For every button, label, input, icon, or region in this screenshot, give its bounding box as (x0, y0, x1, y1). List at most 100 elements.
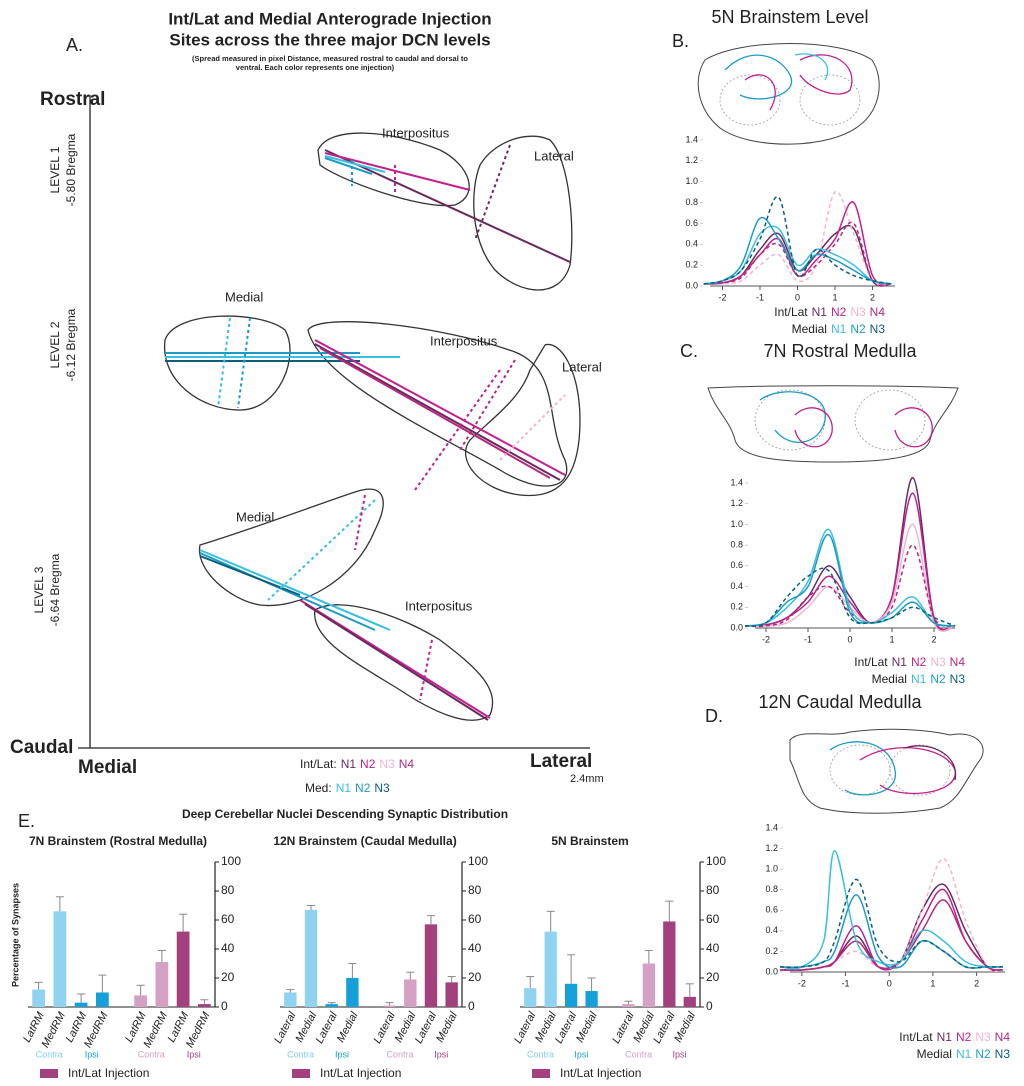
legend-item: N1 (892, 655, 908, 669)
bar (346, 978, 359, 1007)
legend-item: N1 (336, 781, 352, 795)
y-tick-label: 0.8 (685, 197, 698, 207)
y-tick-label: 100 (706, 854, 726, 868)
nucleus-label: Interpositus (430, 333, 498, 348)
spread-line (419, 639, 433, 701)
density-line (779, 878, 1003, 969)
y-tick-label: 0 (221, 999, 228, 1013)
level-name: LEVEL 3 (32, 566, 46, 613)
x-tick-label: Medial (672, 1010, 698, 1045)
panel-a-subtitle: (Spread measured in pixel Distance, meas… (192, 54, 468, 63)
x-tick-label: 2 (974, 978, 979, 988)
y-tick-label: 1.0 (765, 864, 778, 874)
level-name: LEVEL 1 (48, 146, 62, 193)
legend-item: N3 (870, 322, 886, 336)
nucleus-label: Medial (236, 509, 274, 524)
y-tick-label: 1.2 (730, 498, 743, 508)
legend-title: Int/Lat (854, 655, 888, 669)
spread-line (324, 157, 373, 175)
y-tick-label: 80 (706, 883, 720, 897)
legend-item: N2 (956, 1030, 972, 1044)
legend: Int/Lat: N1 N2 N3 N4 (300, 757, 414, 771)
spread-line (354, 494, 366, 551)
group-label: Contra (527, 1049, 554, 1059)
group-label: Contra (138, 1049, 165, 1059)
y-tick-label: 1.4 (730, 477, 743, 487)
bar (198, 1004, 211, 1007)
legend-title: Int/Lat (899, 1030, 933, 1044)
legend-swatch (292, 1069, 310, 1078)
bar (445, 982, 458, 1007)
legend-item: N3 (995, 1047, 1011, 1061)
density-line (744, 492, 956, 631)
x-tick-label: 1 (930, 978, 935, 988)
spread-line (199, 552, 376, 631)
legend-title: Medial (792, 322, 827, 336)
outline (314, 604, 494, 721)
density-line (779, 858, 1003, 973)
spread-line (199, 549, 391, 631)
bar (622, 1004, 635, 1007)
scale-label: 2.4mm (570, 773, 604, 785)
x-tick-label: -2 (798, 978, 806, 988)
y-tick-label: 60 (221, 912, 235, 926)
legend-item: N2 (850, 322, 866, 336)
legend-label: Int/Lat Injection (320, 1066, 401, 1080)
y-tick-label: 40 (706, 941, 720, 955)
bar (32, 989, 45, 1007)
density-line (703, 191, 892, 287)
nucleus-outlines (164, 132, 581, 721)
bar (53, 911, 67, 1007)
axis-label: Caudal (10, 737, 73, 758)
legend-title: Int/Lat: (300, 757, 337, 771)
outline (464, 343, 581, 497)
spread-line (299, 599, 491, 719)
y-tick-label: 0.8 (730, 540, 743, 550)
legend-item: N2 (355, 781, 371, 795)
y-tick-label: 100 (468, 854, 488, 868)
x-tick-label: -2 (718, 292, 726, 302)
chart-title: 7N Brainstem (Rostral Medulla) (29, 834, 207, 848)
y-tick-label: 60 (468, 912, 482, 926)
density-line (744, 534, 956, 627)
panel-e-title: Deep Cerebellar Nuclei Descending Synapt… (182, 807, 508, 821)
legend-label: Int/Lat Injection (68, 1066, 149, 1080)
legend: Int/Lat N1 N2 N3 N4 (899, 1030, 1010, 1044)
y-tick-label: 0.6 (765, 905, 778, 915)
outline (164, 315, 291, 411)
bar (642, 963, 655, 1007)
legend-title: Medial (917, 1047, 952, 1061)
legend-item: N1 (911, 672, 927, 686)
panel-label: C. (680, 341, 698, 361)
density-line (744, 528, 956, 627)
group-label: Ipsi (85, 1049, 99, 1059)
level-bregma: -6.12 Bregma (64, 308, 78, 381)
panel-a-title: Int/Lat and Medial Anterograde Injection (168, 9, 491, 28)
legend: Int/Lat N1 N2 N3 N4 (854, 655, 965, 669)
level-bregma: -6.64 Bregma (48, 553, 62, 626)
y-tick-label: 80 (468, 883, 482, 897)
x-tick-label: -1 (842, 978, 850, 988)
legend: Medial N1 N2 N3 (917, 1047, 1011, 1061)
nucleus-label: Medial (225, 289, 263, 304)
y-tick-label: 40 (468, 941, 482, 955)
legend-item: N2 (831, 305, 847, 319)
legend-item: N3 (374, 781, 390, 795)
legend-item: N3 (950, 672, 966, 686)
y-tick-label: 40 (221, 941, 235, 955)
legend-item: N1 (812, 305, 828, 319)
y-tick-label: 0.2 (765, 946, 778, 956)
bar (524, 988, 537, 1007)
legend-item: N1 (937, 1030, 953, 1044)
nucleus-label: Interpositus (405, 598, 473, 613)
level-labels: LEVEL 1 -5.80 Bregma LEVEL 2 -6.12 Bregm… (32, 133, 78, 626)
y-axis-label: Percentage of Synapses (10, 883, 20, 987)
legend: Int/Lat N1 N2 N3 N4 (774, 305, 885, 319)
axis-label: Medial (78, 757, 137, 778)
spread-line (324, 155, 386, 173)
y-tick-label: 0.6 (685, 218, 698, 228)
legend: Medial N1 N2 N3 (872, 672, 966, 686)
legend-item: N1 (341, 757, 357, 771)
group-label: Ipsi (574, 1049, 588, 1059)
bar (304, 909, 318, 1007)
